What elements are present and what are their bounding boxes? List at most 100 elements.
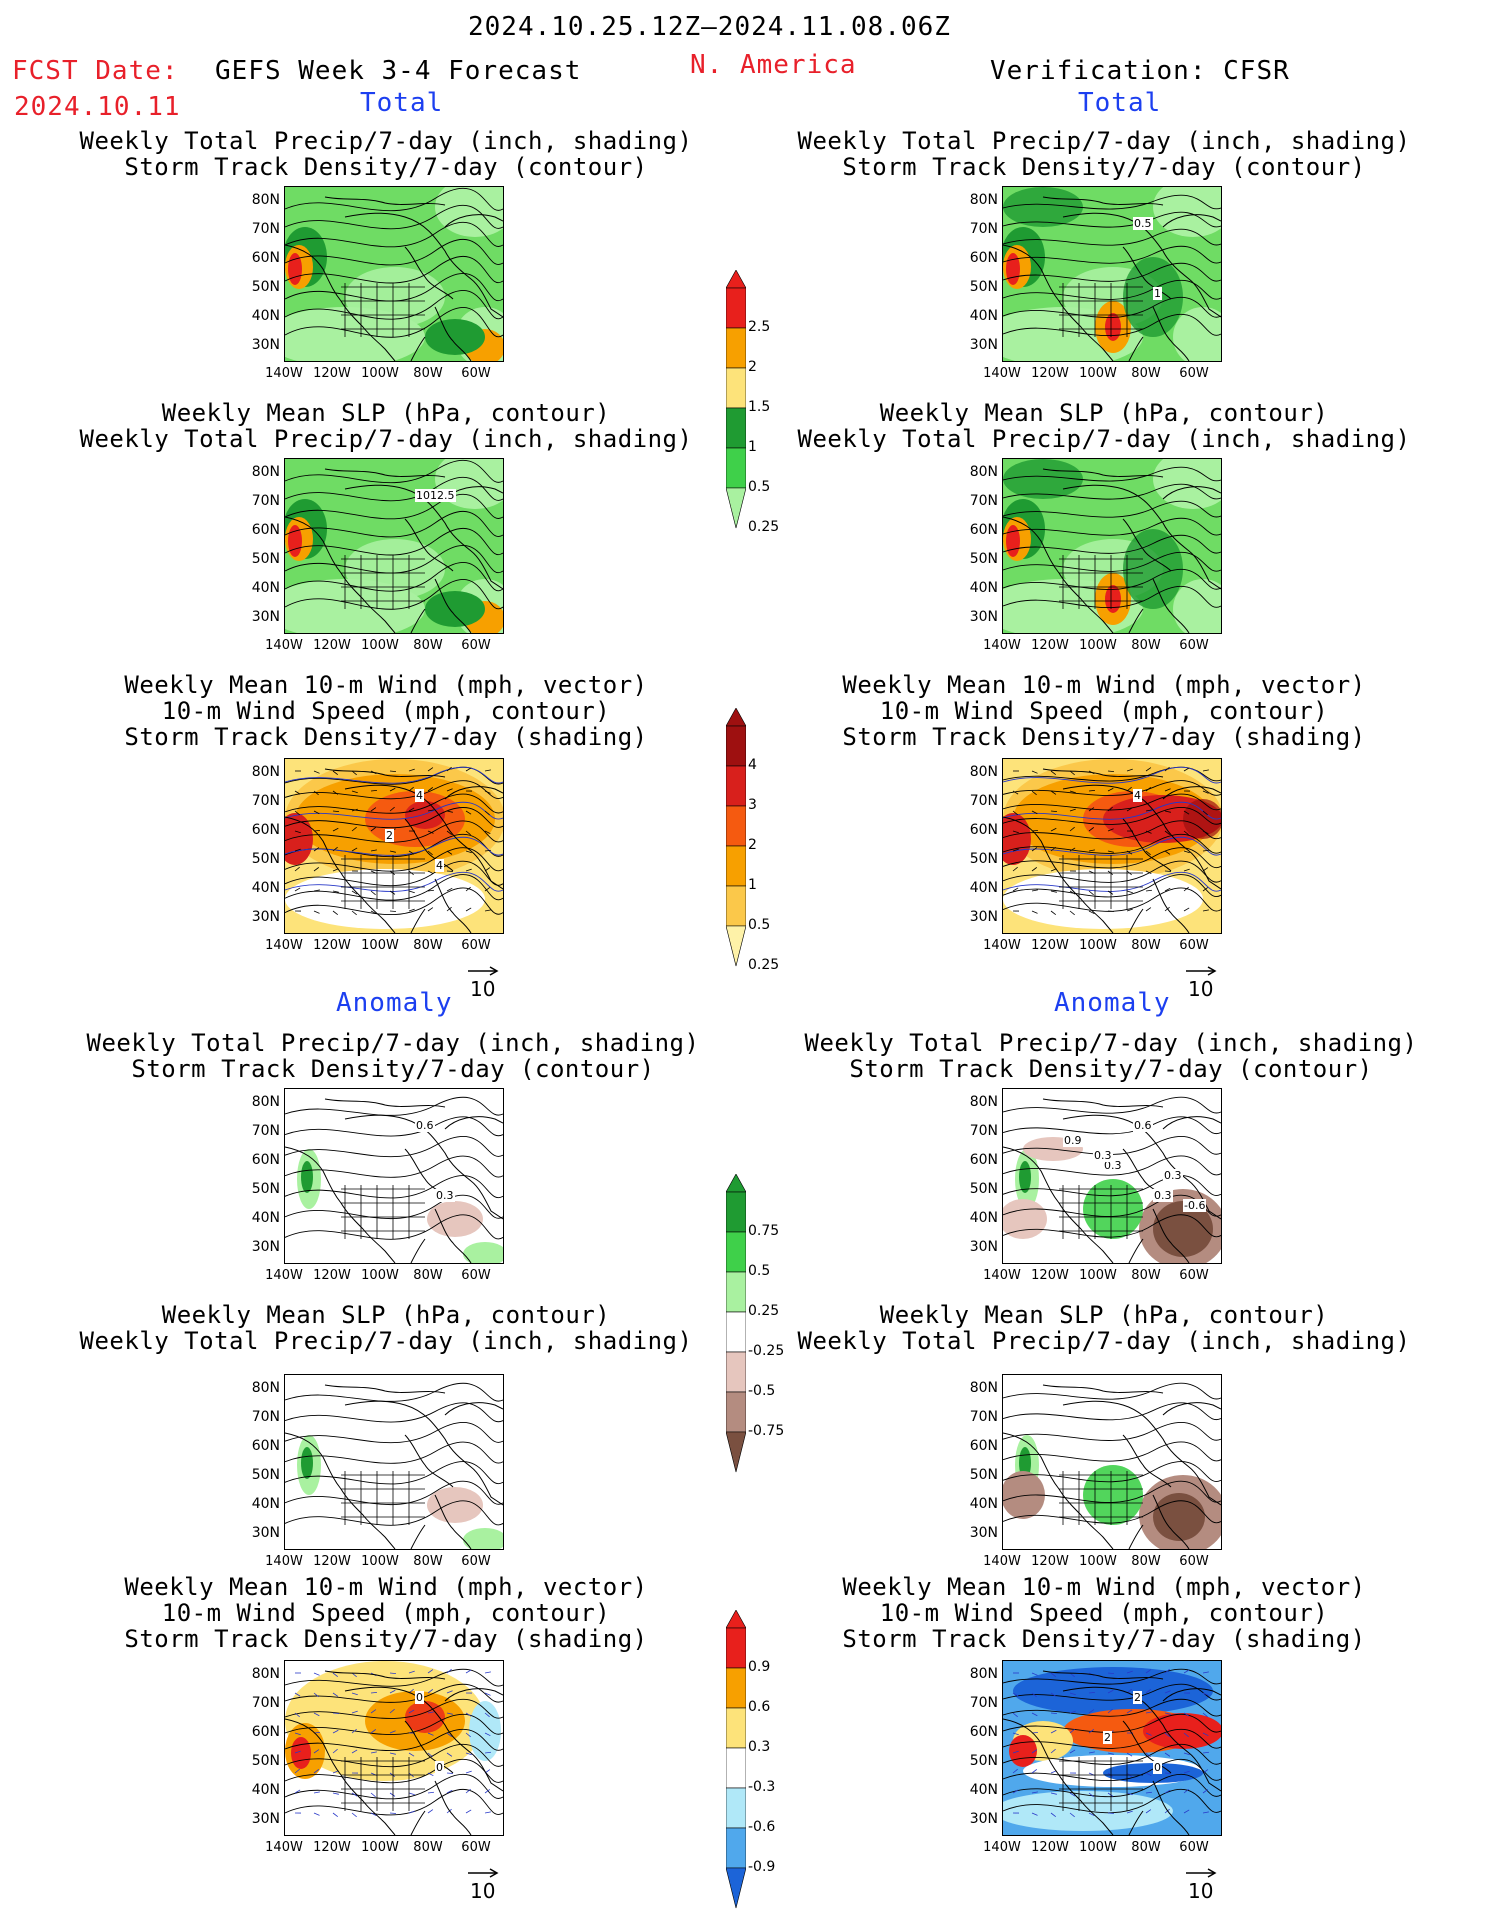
lon-label: 140W	[264, 638, 304, 653]
contour-label: 4	[1133, 789, 1142, 802]
colorbar-tick-label: 4	[748, 757, 757, 773]
colorbar-tick-label: 0.25	[748, 519, 779, 535]
map-fc-anom-slp	[284, 1374, 504, 1550]
arrow-right-icon	[466, 965, 502, 977]
colorbar-tick-label: 1	[748, 877, 757, 893]
map-field-ver-anom-wind	[1003, 1661, 1221, 1835]
colorbar-tick-label: -0.75	[748, 1423, 784, 1439]
section-total-right: Total	[1078, 88, 1161, 118]
lat-label: 40N	[240, 1782, 280, 1798]
lon-label: 100W	[360, 1840, 400, 1855]
map-field-ver-total-precip	[1003, 187, 1221, 361]
colorbar-tick-label: -0.25	[748, 1343, 784, 1359]
contour-label: 0.3	[1153, 1189, 1173, 1202]
lat-label: 80N	[958, 1094, 998, 1110]
model-title: GEFS Week 3-4 Forecast	[215, 56, 581, 86]
lon-label: 100W	[1078, 938, 1118, 953]
lon-label: 60W	[456, 1840, 496, 1855]
lon-label: 60W	[1174, 366, 1214, 381]
contour-label: -0.6	[1183, 1199, 1206, 1212]
lat-label: 50N	[958, 851, 998, 867]
lat-label: 40N	[958, 880, 998, 896]
lon-label: 140W	[982, 1840, 1022, 1855]
lat-label: 50N	[958, 1753, 998, 1769]
lon-label: 80W	[1126, 1840, 1166, 1855]
lat-label: 50N	[958, 279, 998, 295]
contour-label: 2	[1133, 1691, 1142, 1704]
colorbar-total-storm	[726, 708, 746, 988]
lat-label: 70N	[958, 493, 998, 509]
lat-label: 70N	[240, 1695, 280, 1711]
contour-label: 2	[1103, 1731, 1112, 1744]
lat-label: 40N	[240, 1210, 280, 1226]
map-fc-total-slp: 1012.5	[284, 458, 504, 634]
lat-label: 40N	[240, 1496, 280, 1512]
contour-label: 1	[1153, 287, 1162, 300]
colorbar-tick-label: 0.75	[748, 1223, 779, 1239]
map-field-ver-total-wind	[1003, 759, 1221, 933]
lat-label: 50N	[240, 279, 280, 295]
lat-label: 70N	[958, 793, 998, 809]
map-field-ver-anom-slp	[1003, 1375, 1221, 1549]
contour-label: 0	[435, 1761, 444, 1774]
lat-label: 40N	[240, 580, 280, 596]
lon-label: 80W	[408, 638, 448, 653]
lon-label: 120W	[312, 938, 352, 953]
colorbar-tick-label: 1	[748, 439, 757, 455]
contour-label: 4	[435, 859, 444, 872]
lon-label: 60W	[456, 366, 496, 381]
lon-label: 140W	[264, 366, 304, 381]
lon-label: 80W	[1126, 1268, 1166, 1283]
lat-label: 70N	[240, 493, 280, 509]
colorbar-tick-label: 0.25	[748, 1303, 779, 1319]
colorbar-tick-label: -0.6	[748, 1819, 775, 1835]
contour-label: 4	[415, 789, 424, 802]
lat-label: 80N	[958, 1666, 998, 1682]
colorbar-anom-precip	[726, 1174, 746, 1494]
lat-label: 60N	[240, 250, 280, 266]
lat-label: 80N	[240, 1380, 280, 1396]
lat-label: 60N	[240, 822, 280, 838]
colorbar-tick-label: 2	[748, 837, 757, 853]
section-anomaly-left: Anomaly	[336, 988, 453, 1018]
title-fc-anom-wind: Weekly Mean 10-m Wind (mph, vector)10-m …	[26, 1574, 746, 1652]
lat-label: 60N	[958, 1152, 998, 1168]
lon-label: 60W	[1174, 938, 1214, 953]
lat-label: 30N	[958, 1811, 998, 1827]
lon-label: 120W	[312, 638, 352, 653]
lat-label: 50N	[240, 551, 280, 567]
title-ver-total-wind: Weekly Mean 10-m Wind (mph, vector)10-m …	[744, 672, 1464, 750]
map-field-ver-total-slp	[1003, 459, 1221, 633]
lat-label: 50N	[958, 1181, 998, 1197]
lon-label: 80W	[1126, 366, 1166, 381]
title-ver-total-slp: Weekly Mean SLP (hPa, contour)Weekly Tot…	[744, 400, 1464, 452]
title-ver-total-precip: Weekly Total Precip/7-day (inch, shading…	[744, 128, 1464, 180]
colorbar-tick-label: 0.5	[748, 479, 770, 495]
lat-label: 70N	[958, 1409, 998, 1425]
vector-ref-label: 10	[1188, 977, 1220, 1001]
map-ver-total-slp	[1002, 458, 1222, 634]
lon-label: 100W	[1078, 366, 1118, 381]
lon-label: 100W	[1078, 1840, 1118, 1855]
colorbar-tick-label: 0.25	[748, 957, 779, 973]
colorbar-tick-label: 0.5	[748, 917, 770, 933]
lat-label: 60N	[240, 1152, 280, 1168]
lat-label: 70N	[958, 221, 998, 237]
title-ver-anom-wind: Weekly Mean 10-m Wind (mph, vector)10-m …	[744, 1574, 1464, 1652]
lat-label: 60N	[958, 250, 998, 266]
lon-label: 140W	[264, 1554, 304, 1569]
lon-label: 60W	[456, 938, 496, 953]
lon-label: 100W	[360, 1554, 400, 1569]
title-ver-anom-slp: Weekly Mean SLP (hPa, contour)Weekly Tot…	[744, 1302, 1464, 1354]
lon-label: 140W	[982, 638, 1022, 653]
lat-label: 60N	[240, 1724, 280, 1740]
lon-label: 140W	[264, 1268, 304, 1283]
lon-label: 100W	[360, 366, 400, 381]
colorbar-tick-label: 0.9	[748, 1659, 770, 1675]
colorbar-tick-label: -0.5	[748, 1383, 775, 1399]
map-ver-total-wind: 4	[1002, 758, 1222, 934]
lon-label: 120W	[1030, 366, 1070, 381]
